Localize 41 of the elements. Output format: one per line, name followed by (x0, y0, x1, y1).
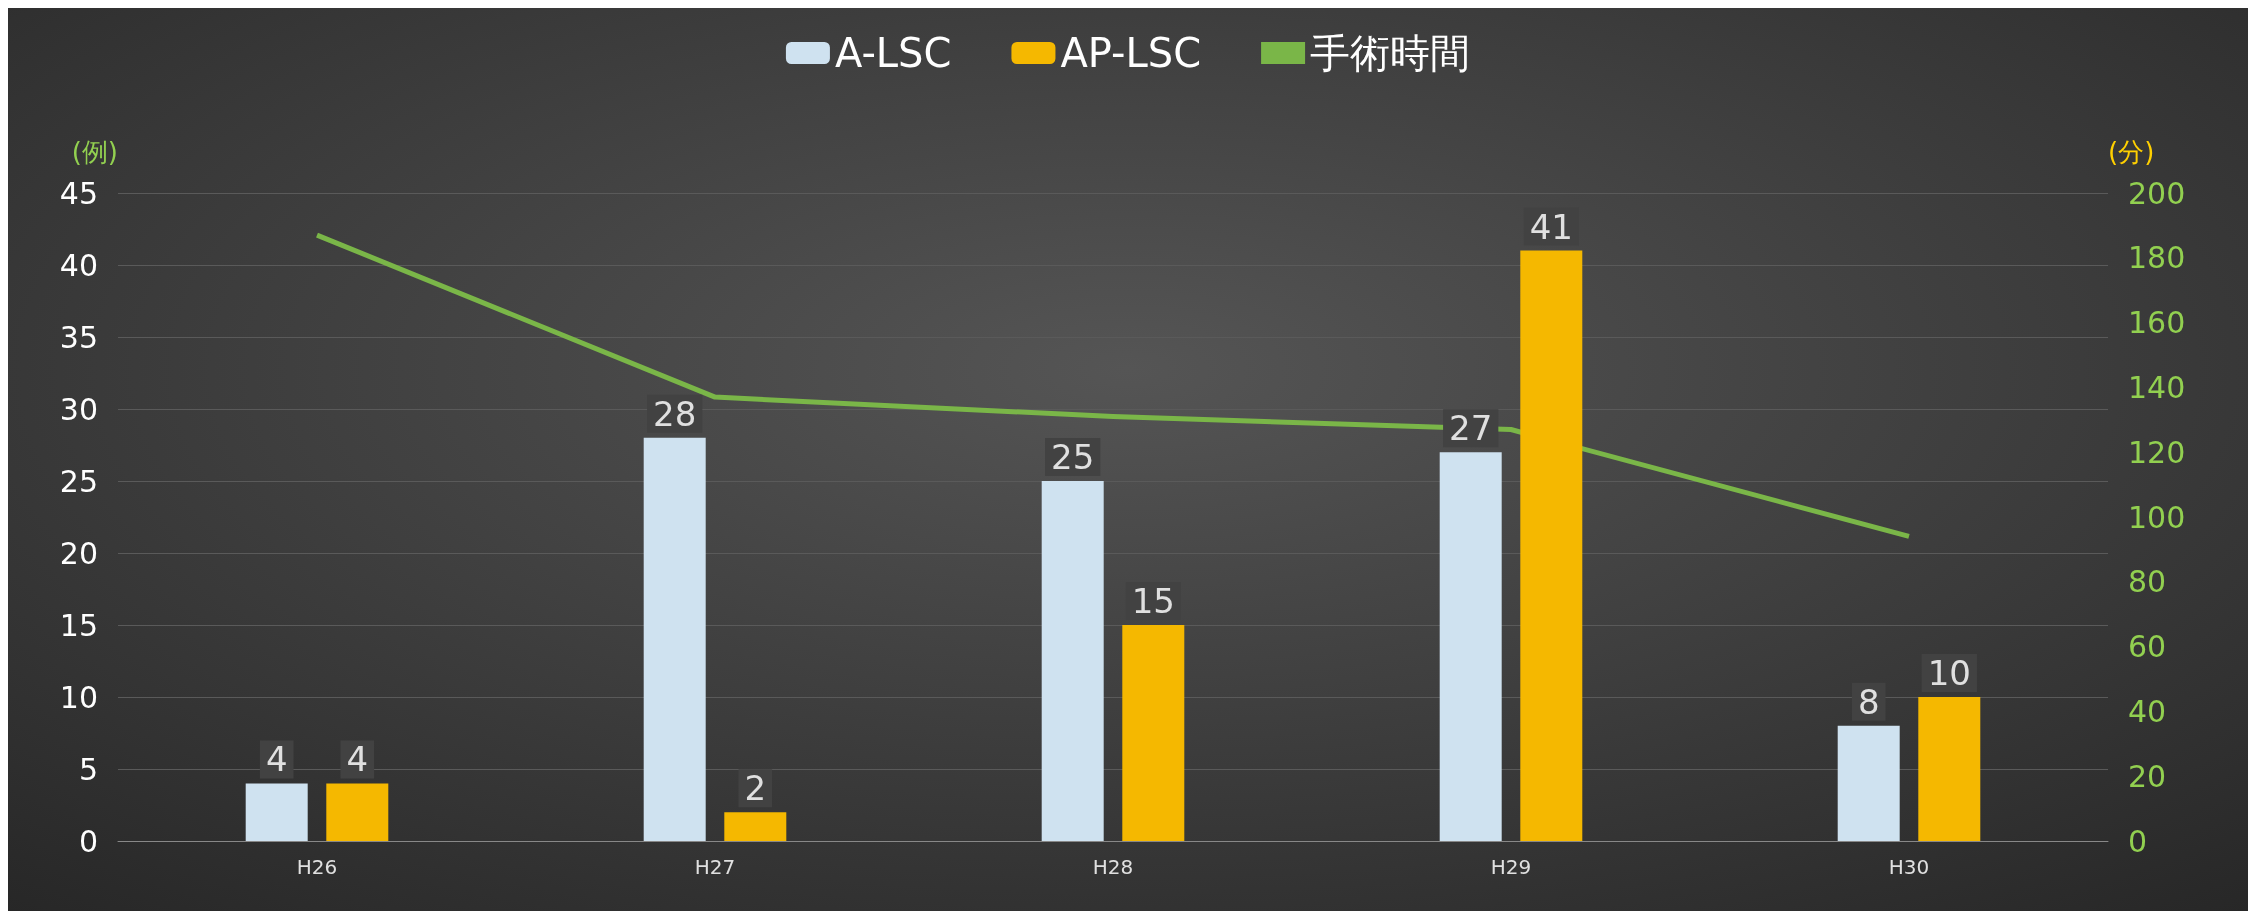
y-tick-label: 10 (59, 679, 98, 715)
y-tick-label: 0 (78, 823, 98, 859)
y2-tick-label: 180 (2128, 240, 2186, 276)
data-label: 4 (265, 739, 288, 780)
y-tick-label: 5 (78, 751, 98, 787)
y-tick-label: 20 (59, 535, 98, 571)
legend-label: AP-LSC (1060, 30, 1202, 76)
y2-tick-label: 40 (2128, 693, 2167, 729)
y-tick-label: 15 (59, 607, 98, 643)
data-label: 28 (653, 393, 697, 434)
x-tick-label: H30 (1888, 855, 1930, 879)
y2-tick-label: 200 (2128, 175, 2186, 211)
y2-tick-label: 0 (2128, 823, 2148, 859)
y2-axis-title: (分) (2108, 137, 2155, 167)
data-label: 2 (744, 768, 767, 809)
y-tick-label: 40 (59, 247, 98, 283)
y2-tick-label: 160 (2128, 305, 2186, 341)
y2-tick-label: 140 (2128, 369, 2186, 405)
y-tick-label: 30 (59, 391, 98, 427)
x-tick-label: H27 (694, 855, 736, 879)
data-label: 4 (346, 739, 369, 780)
x-tick-label: H29 (1490, 855, 1532, 879)
x-tick-label: H28 (1092, 855, 1134, 879)
data-label: 41 (1529, 206, 1573, 247)
y2-tick-label: 100 (2128, 499, 2186, 535)
x-tick-label: H26 (296, 855, 338, 879)
y-tick-label: 25 (59, 463, 98, 499)
y-tick-label: 35 (59, 319, 98, 355)
y2-tick-label: 60 (2128, 629, 2167, 665)
legend-label: A-LSC (834, 30, 952, 76)
y2-tick-label: 20 (2128, 758, 2167, 794)
data-label: 10 (1927, 653, 1971, 693)
y-tick-label: 45 (59, 175, 98, 211)
data-label: 25 (1051, 437, 1095, 477)
data-label: 27 (1449, 408, 1493, 449)
y-axis-title: (例) (71, 137, 118, 167)
data-label: 15 (1131, 581, 1175, 621)
y2-tick-label: 120 (2128, 434, 2186, 470)
data-label: 8 (1857, 681, 1880, 722)
legend-label: 手術時間 (1310, 30, 1471, 76)
y2-tick-label: 80 (2128, 564, 2167, 600)
